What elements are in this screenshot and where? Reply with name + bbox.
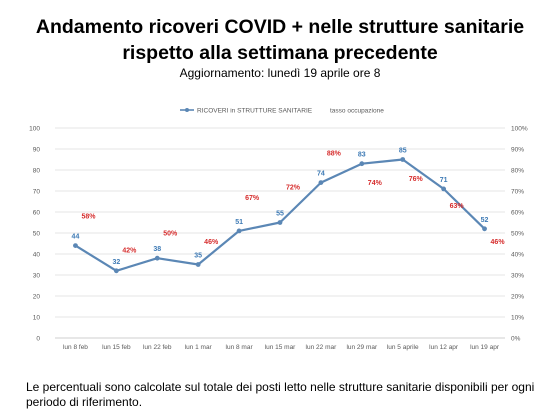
x-axis-tick: lun 8 mar [226, 344, 254, 351]
data-label: 74 [317, 171, 325, 178]
legend-entry-ricoveri: RICOVERI in STRUTTURE SANITARIE [197, 108, 313, 115]
y-axis-right-tick: 20% [511, 294, 524, 301]
legend-marker-swatch [185, 108, 189, 112]
data-point [113, 268, 119, 274]
x-axis-tick: lun 12 apr [429, 344, 459, 351]
data-label: 71 [440, 177, 448, 184]
x-axis-tick: lun 15 feb [102, 344, 131, 351]
chart-title-line-1: Andamento ricoveri COVID + nelle struttu… [35, 16, 525, 38]
data-point [195, 262, 201, 267]
y-axis-right-tick: 10% [511, 315, 524, 322]
y-axis-right-tick: 50% [511, 231, 524, 238]
occupancy-label: 50% [163, 231, 178, 238]
y-axis-left-tick: 0 [36, 336, 40, 343]
y-axis-left-tick: 40 [33, 252, 41, 259]
footnote: Le percentuali sono calcolate sul totale… [26, 380, 535, 409]
data-point [441, 186, 447, 192]
occupancy-label: 63% [450, 203, 465, 210]
data-point [482, 226, 487, 232]
data-point [277, 220, 283, 225]
update-subtitle: Aggiornamento: lunedì 19 aprile ore 8 [179, 66, 381, 80]
y-axis-right-tick: 100% [511, 126, 528, 133]
x-axis-tick: lun 19 apr [470, 344, 500, 351]
y-axis-left-tick: 30 [33, 273, 41, 280]
y-axis-left-tick: 100 [29, 126, 40, 133]
y-axis-right-tick: 90% [511, 147, 524, 154]
y-axis-left-tick: 10 [33, 315, 41, 322]
y-axis-left-tick: 80 [33, 168, 41, 175]
x-axis-tick: lun 15 mar [265, 344, 297, 351]
occupancy-label: 46% [491, 239, 506, 246]
data-label: 83 [358, 152, 366, 159]
x-axis-tick: lun 22 mar [306, 344, 338, 351]
data-point [318, 180, 324, 186]
y-axis-left-tick: 20 [33, 294, 41, 301]
data-point [154, 255, 160, 261]
data-point [359, 161, 365, 167]
occupancy-label: 67% [245, 195, 260, 202]
y-axis-right-tick: 60% [511, 210, 524, 217]
occupancy-label: 58% [81, 214, 96, 221]
chart-title-line-2: rispetto alla settimana precedente [122, 42, 438, 64]
y-axis-right-tick: 70% [511, 189, 524, 196]
legend-entry-tasso-occupazione: tasso occupazione [330, 108, 384, 115]
data-label: 55 [276, 211, 284, 218]
y-axis-left-tick: 70 [33, 189, 41, 196]
x-axis-tick: lun 1 mar [185, 344, 213, 351]
occupancy-label: 76% [409, 176, 424, 183]
data-point [73, 243, 78, 249]
y-axis-left-tick: 50 [33, 231, 41, 238]
data-label: 38 [153, 246, 161, 253]
data-label: 51 [235, 219, 243, 226]
data-label: 52 [481, 217, 489, 224]
y-axis-right-tick: 0% [511, 336, 521, 343]
x-axis-tick: lun 29 mar [346, 344, 378, 351]
occupancy-label: 74% [368, 180, 383, 187]
y-axis-right-tick: 30% [511, 273, 524, 280]
occupancy-label: 88% [327, 151, 342, 158]
data-label: 44 [72, 234, 80, 241]
y-axis-right-tick: 80% [511, 168, 524, 175]
data-point [400, 157, 406, 162]
occupancy-label: 42% [122, 247, 137, 254]
x-axis-tick: lun 5 aprile [387, 344, 419, 351]
data-point [236, 228, 242, 234]
data-label: 35 [194, 253, 202, 260]
y-axis-left-tick: 60 [33, 210, 41, 217]
occupancy-label: 46% [204, 239, 219, 246]
data-label: 85 [399, 148, 407, 155]
data-label: 32 [112, 259, 120, 266]
y-axis-left-tick: 90 [33, 147, 41, 154]
x-axis-tick: lun 22 feb [143, 344, 172, 351]
occupancy-label: 72% [286, 184, 301, 191]
y-axis-right-tick: 40% [511, 252, 524, 259]
x-axis-tick: lun 8 feb [63, 344, 88, 351]
